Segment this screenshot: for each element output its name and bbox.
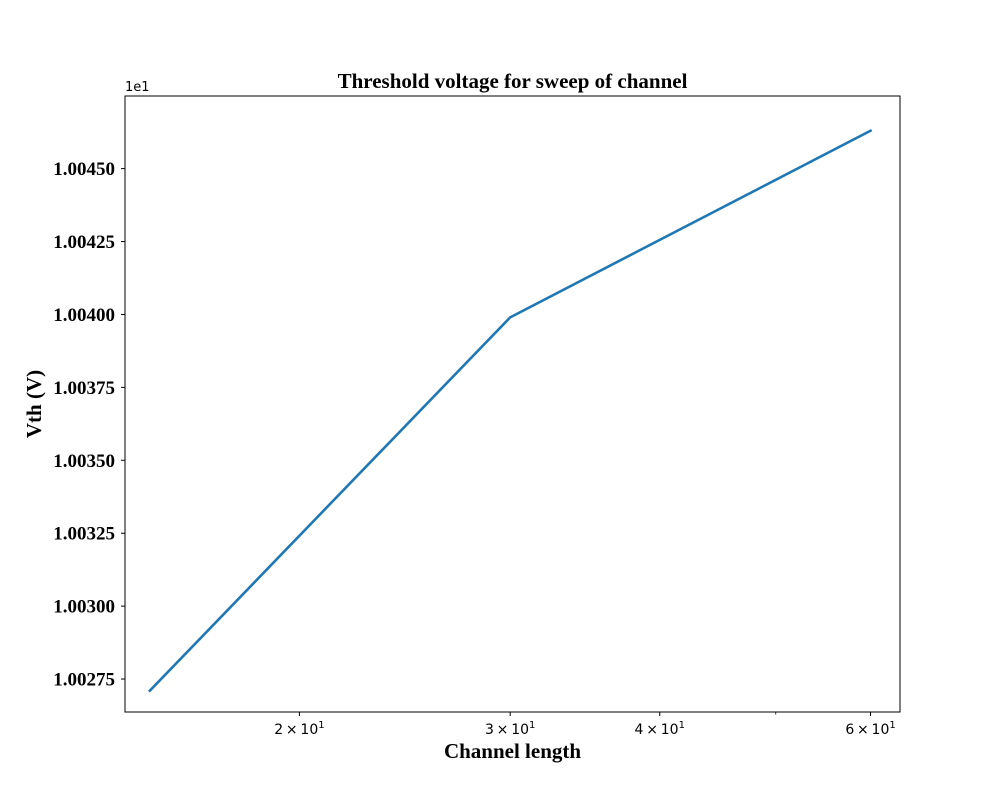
- y-tick-label: 1.00450: [53, 159, 115, 180]
- y-tick-label: 1.00300: [53, 597, 115, 618]
- series-layer: [148, 128, 873, 693]
- y-tick-label: 1.00375: [53, 378, 115, 399]
- x-tick-label: 4 × 101: [635, 720, 685, 738]
- series-line: [148, 128, 873, 693]
- y-tick-label: 1.00350: [53, 451, 115, 472]
- y-tick-label: 1.00400: [53, 305, 115, 326]
- chart-title: Threshold voltage for sweep of channel: [338, 69, 688, 93]
- x-axis-label: Channel length: [444, 739, 581, 763]
- y-tick-label: 1.00275: [53, 670, 115, 691]
- x-axis-ticks: 2 × 101 3 × 101 4 × 101 6 × 101: [274, 712, 896, 738]
- y-axis-ticks: 1.00275 1.00300 1.00325 1.00350 1.00375 1.004…: [53, 159, 125, 691]
- x-tick-label: 6 × 101: [845, 720, 895, 738]
- y-axis-label: Vth (V): [22, 370, 46, 438]
- y-tick-label: 1.00325: [53, 524, 115, 545]
- x-tick-label: 3 × 101: [485, 720, 535, 738]
- plot-frame: [124, 95, 901, 713]
- x-tick-label: 2 × 101: [274, 720, 324, 738]
- y-axis-offset-label: 1e1: [125, 80, 150, 95]
- y-tick-label: 1.00425: [53, 232, 115, 253]
